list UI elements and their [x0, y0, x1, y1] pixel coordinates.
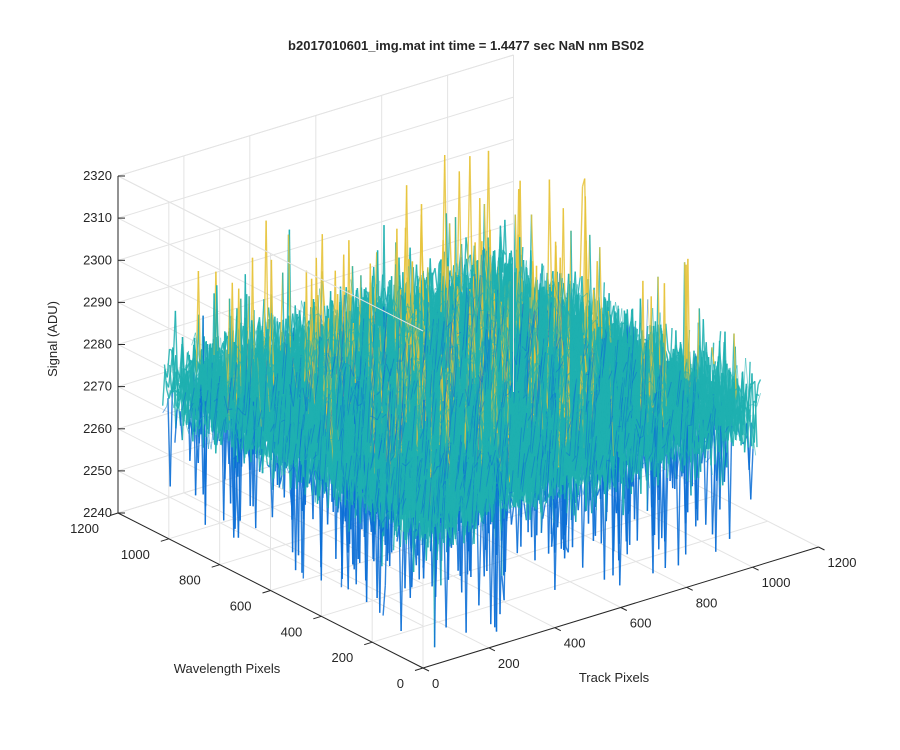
surface-segment — [174, 409, 178, 443]
grid-line — [117, 180, 514, 303]
surface-segment — [499, 225, 504, 273]
surface-segment — [174, 310, 179, 382]
grid-line — [117, 470, 424, 627]
grid-line — [117, 96, 514, 219]
surface-segment — [258, 321, 262, 359]
surface-segment — [458, 171, 463, 292]
surface-segment — [176, 385, 181, 410]
surface-segment — [167, 398, 171, 487]
surface-segment — [287, 234, 292, 368]
surface-segment — [166, 349, 171, 378]
surface-segment — [169, 348, 173, 351]
surface-segment — [469, 156, 473, 285]
surface-segment — [195, 270, 200, 376]
surface-segment — [434, 268, 438, 290]
surface-segment — [169, 386, 174, 487]
surface-segment — [162, 369, 166, 406]
grid-line — [117, 138, 514, 261]
surface-segment — [448, 223, 453, 284]
surface-plot — [162, 150, 762, 648]
surface-segment — [179, 344, 183, 378]
surface-segment — [467, 156, 471, 273]
surface-segment — [163, 364, 168, 390]
surface-segment — [225, 332, 229, 351]
